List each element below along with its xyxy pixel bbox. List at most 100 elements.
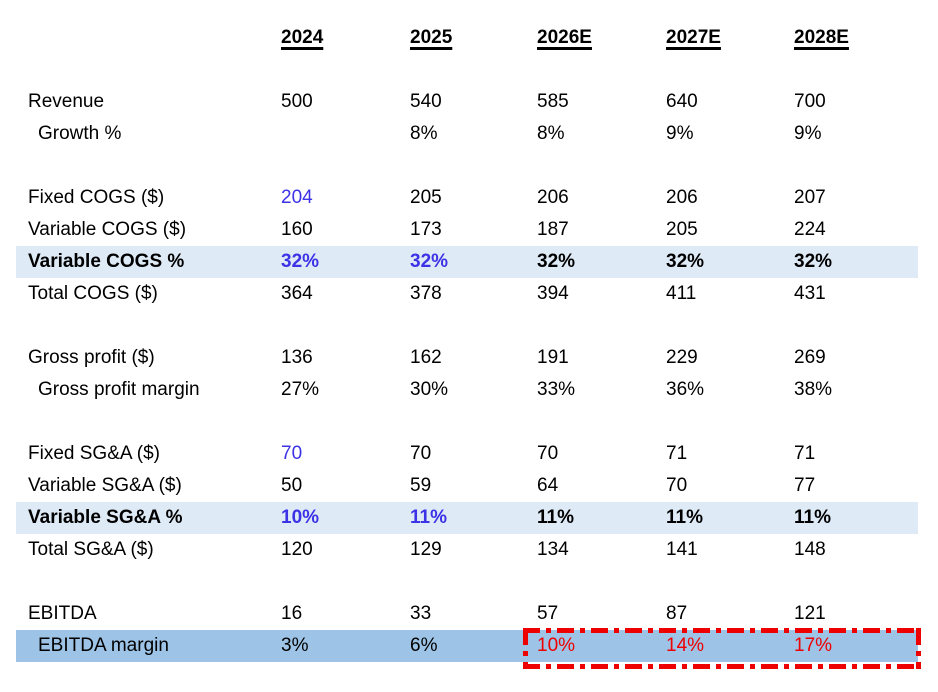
cell-value: 11% [537,507,574,528]
cell-value: 224 [794,219,826,240]
cell-value-input: 204 [281,187,313,208]
cell-value: 378 [410,283,442,304]
row-label: Revenue [28,91,105,112]
cell-value: 70 [666,475,688,496]
cell-value: 70 [537,443,559,464]
cell-value: 57 [537,603,559,624]
column-header-2025: 2025 [410,27,453,48]
cell-value: 8% [410,123,438,144]
blank-row [16,150,918,182]
emphasis-box-bottom-edge [523,664,921,669]
cell-value: 120 [281,539,313,560]
table-row-fixed-sga: Fixed SG&A ($) 70 70 70 71 71 [16,438,918,470]
cell-value: 27% [281,379,320,400]
row-label: Variable COGS % [28,251,185,272]
cell-value: 71 [666,443,688,464]
blank-row [16,310,918,342]
cell-value: 3% [281,635,309,656]
table-row-variable-sga-pct: Variable SG&A % 10% 11% 11% 11% 11% [16,502,918,534]
cell-value: 87 [666,603,688,624]
table-row-ebitda-margin: EBITDA margin 3% 6% 10% 14% 17% [16,630,918,662]
column-header-2024: 2024 [281,27,324,48]
cell-value: 77 [794,475,816,496]
cell-value: 206 [666,187,698,208]
cell-value: 8% [537,123,565,144]
cell-value: 50 [281,475,303,496]
cell-value: 206 [537,187,569,208]
cell-value: 173 [410,219,442,240]
cell-value-input: 70 [281,443,303,464]
cell-value [281,118,410,150]
table-header-row: 2024 2025 2026E 2027E 2028E [16,22,918,54]
cell-value: 33 [410,603,432,624]
table-row-total-sga: Total SG&A ($) 120 129 134 141 148 [16,534,918,566]
cell-value: 540 [410,91,442,112]
cell-value-highlighted: 14% [666,635,705,656]
row-label: Gross profit ($) [28,347,155,368]
cell-value: 394 [537,283,569,304]
cell-value: 431 [794,283,826,304]
row-label: EBITDA margin [38,635,169,656]
row-label: Fixed COGS ($) [28,187,165,208]
table-row-variable-cogs-pct: Variable COGS % 32% 32% 32% 32% 32% [16,246,918,278]
blank-row [16,566,918,598]
row-label: Variable SG&A ($) [28,475,182,496]
table-row-variable-cogs: Variable COGS ($) 160 173 187 205 224 [16,214,918,246]
table-row-growth-pct: Growth % 8% 8% 9% 9% [16,118,918,150]
cell-value: 364 [281,283,313,304]
cell-value: 121 [794,603,826,624]
cell-value: 30% [410,379,449,400]
cell-value: 32% [537,251,576,272]
row-label: Fixed SG&A ($) [28,443,160,464]
row-label: Variable SG&A % [28,507,183,528]
cell-value: 162 [410,347,442,368]
cell-value: 269 [794,347,826,368]
table-row-total-cogs: Total COGS ($) 364 378 394 411 431 [16,278,918,310]
cell-value: 71 [794,443,816,464]
cell-value-input: 11% [410,507,447,528]
row-label: Total COGS ($) [28,283,158,304]
pnl-table: 2024 2025 2026E 2027E 2028E Revenue 500 … [16,22,918,662]
cell-value: 32% [666,251,705,272]
row-label: Growth % [38,123,122,144]
cell-value: 229 [666,347,698,368]
cell-value: 6% [410,635,438,656]
row-label: EBITDA [28,603,97,624]
cell-value: 160 [281,219,313,240]
cell-value: 205 [666,219,698,240]
cell-value: 70 [410,443,432,464]
cell-value: 134 [537,539,569,560]
column-header-2028e: 2028E [794,27,849,48]
cell-value: 136 [281,347,313,368]
cell-value: 36% [666,379,705,400]
table-row-variable-sga: Variable SG&A ($) 50 59 64 70 77 [16,470,918,502]
table-row-revenue: Revenue 500 540 585 640 700 [16,86,918,118]
row-label: Variable COGS ($) [28,219,187,240]
cell-value: 59 [410,475,432,496]
cell-value: 640 [666,91,698,112]
table-row-gross-profit: Gross profit ($) 136 162 191 229 269 [16,342,918,374]
row-label: Total SG&A ($) [28,539,154,560]
blank-row [16,406,918,438]
cell-value-highlighted: 10% [537,635,576,656]
cell-value: 411 [666,283,697,304]
cell-value: 32% [794,251,833,272]
cell-value: 141 [666,539,698,560]
cell-value: 207 [794,187,826,208]
cell-value: 33% [537,379,576,400]
cell-value: 148 [794,539,826,560]
cell-value-highlighted: 17% [794,635,833,656]
cell-value: 9% [794,123,822,144]
row-label: Gross profit margin [38,379,200,400]
cell-value: 191 [537,347,569,368]
table-row-fixed-cogs: Fixed COGS ($) 204 205 206 206 207 [16,182,918,214]
cell-value: 16 [281,603,303,624]
cell-value: 500 [281,91,313,112]
table-row-gross-profit-margin: Gross profit margin 27% 30% 33% 36% 38% [16,374,918,406]
header-label-spacer [16,22,281,54]
cell-value: 11% [794,507,831,528]
cell-value: 38% [794,379,833,400]
cell-value: 205 [410,187,442,208]
cell-value-input: 32% [410,251,449,272]
cell-value: 9% [666,123,694,144]
